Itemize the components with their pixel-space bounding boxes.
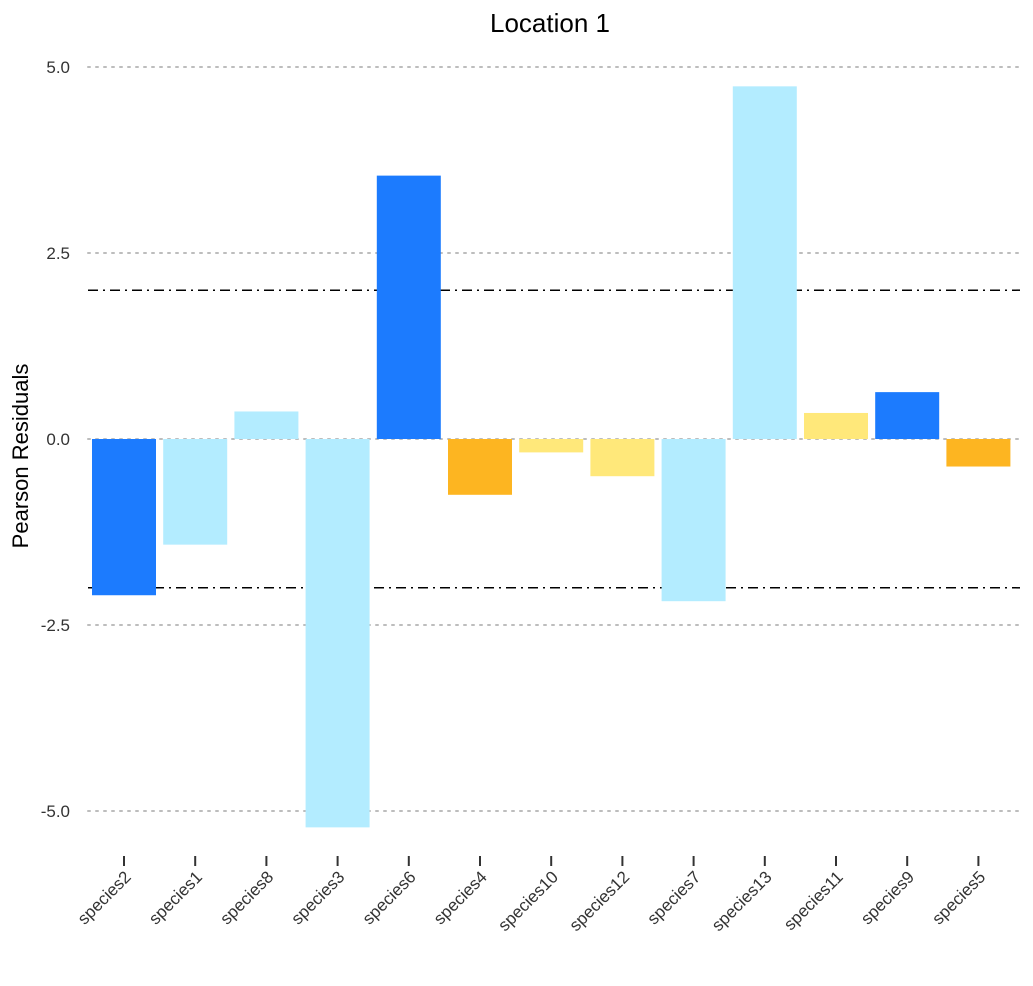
x-tick-label: species12 <box>566 867 634 935</box>
x-tick-label: species5 <box>928 867 989 928</box>
bar-species13 <box>732 86 797 440</box>
x-tick-label: species2 <box>74 867 135 928</box>
x-tick-label: species3 <box>288 867 349 928</box>
x-tick-label: species13 <box>708 867 776 935</box>
bars <box>92 86 1011 828</box>
bar-species9 <box>875 392 940 439</box>
bar-species7 <box>661 439 726 602</box>
bar-species2 <box>92 439 156 596</box>
y-tick-label: -2.5 <box>41 616 70 635</box>
bar-species1 <box>163 439 228 545</box>
x-tick-label: species9 <box>857 867 918 928</box>
bar-species4 <box>448 439 512 495</box>
x-tick-label: species1 <box>145 867 206 928</box>
x-tick-label: species7 <box>644 867 705 928</box>
bar-species12 <box>590 439 655 477</box>
bar-species5 <box>946 439 1011 467</box>
y-tick-label: -5.0 <box>41 802 70 821</box>
bar-species6 <box>376 175 441 439</box>
bar-species11 <box>804 412 868 439</box>
x-tick-label: species6 <box>359 867 420 928</box>
chart-title: Location 1 <box>490 8 610 38</box>
y-axis-label: Pearson Residuals <box>8 364 33 549</box>
y-tick-label: 2.5 <box>46 244 70 263</box>
bar-species10 <box>519 439 584 453</box>
x-tick-label: species11 <box>780 867 847 934</box>
x-axis-ticks: species2 species1 species8 species3 species6… <box>74 856 989 935</box>
x-tick-label: species8 <box>216 867 277 928</box>
bar-species3 <box>305 439 370 828</box>
x-tick-label: species4 <box>430 867 491 928</box>
y-tick-label: 5.0 <box>46 58 70 77</box>
y-tick-label: 0.0 <box>46 430 70 449</box>
y-axis-ticks: 5.0 2.5 0.0 -2.5 -5.0 <box>41 58 70 821</box>
bar-species8 <box>234 411 299 439</box>
x-tick-label: species10 <box>494 867 562 935</box>
reference-lines <box>88 289 1020 589</box>
